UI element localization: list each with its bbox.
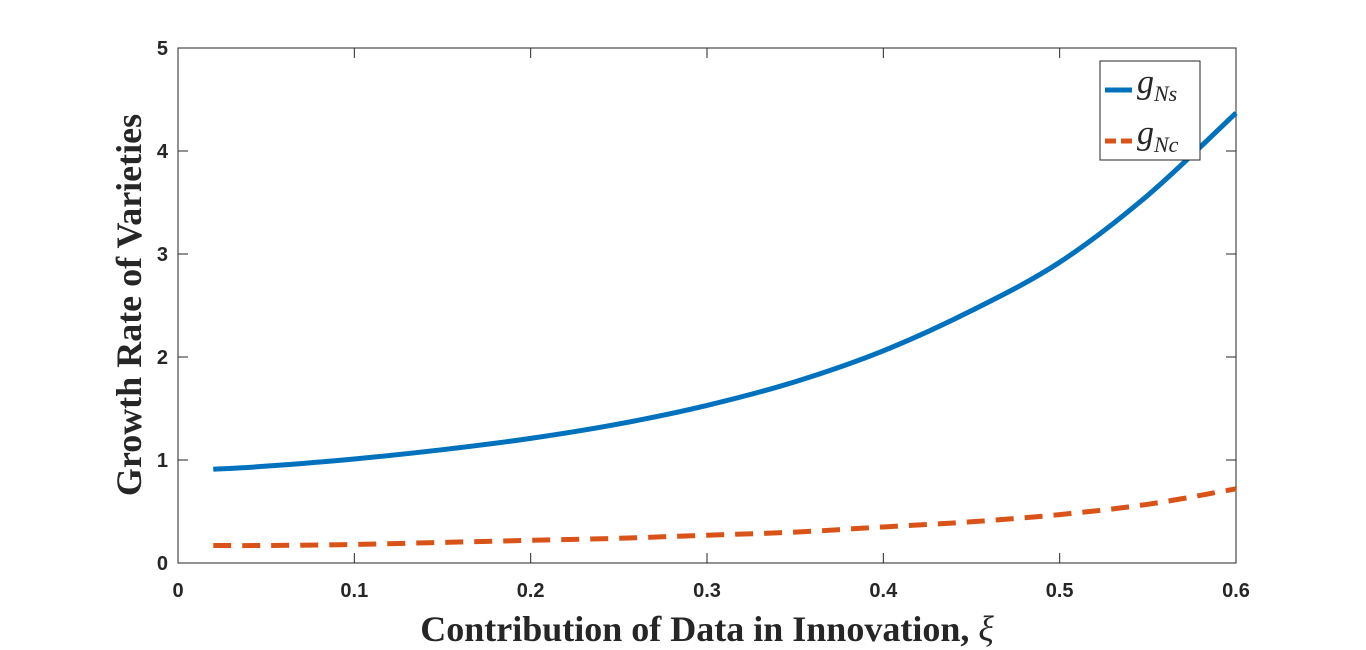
- x-tick-label: 0.5: [1046, 580, 1074, 602]
- y-axis-label: Growth Rate of Varieties: [109, 114, 149, 496]
- x-tick-label: 0.2: [517, 580, 545, 602]
- x-tick-label: 0.1: [340, 580, 368, 602]
- plot-area: [177, 47, 1237, 564]
- series-line-nc: [213, 486, 1237, 549]
- legend-box: [1099, 60, 1201, 161]
- x-tick-label: 0.6: [1222, 580, 1250, 602]
- x-tick-label: 0: [172, 580, 183, 602]
- series-line-ns: [213, 111, 1238, 472]
- y-tick-label: 5: [157, 38, 168, 60]
- legend-label: gNs: [1137, 64, 1177, 106]
- y-tick-label: 2: [157, 347, 168, 369]
- y-tick-label: 4: [157, 141, 169, 163]
- x-tick-label: 0.4: [869, 580, 898, 602]
- x-tick-label: 0.3: [693, 580, 721, 602]
- legend-label: gNc: [1137, 115, 1179, 157]
- y-tick-label: 0: [157, 553, 168, 575]
- y-tick-label: 3: [157, 244, 168, 266]
- y-tick-label: 1: [157, 450, 168, 472]
- x-axis-label: Contribution of Data in Innovation, ξ: [420, 609, 994, 649]
